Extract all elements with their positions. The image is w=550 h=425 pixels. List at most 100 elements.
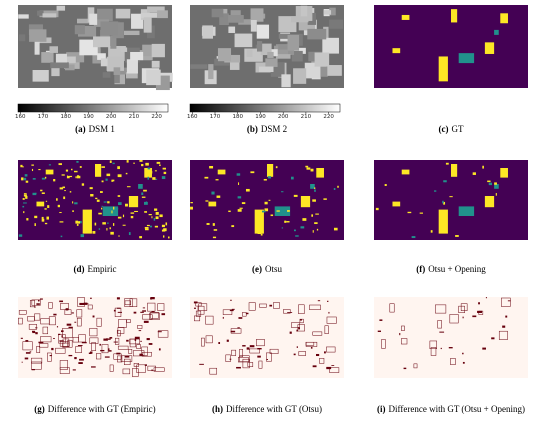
speck: [312, 365, 317, 368]
speck: [314, 187, 316, 189]
blob: [45, 169, 54, 175]
speck: [85, 217, 88, 219]
speck: [24, 174, 28, 177]
building: [287, 34, 300, 51]
outline: [137, 325, 143, 329]
speck: [266, 359, 268, 360]
building: [230, 10, 241, 20]
speck: [300, 319, 302, 321]
caption: (e) Otsu: [252, 264, 283, 274]
speck: [314, 189, 316, 192]
speck: [502, 325, 506, 328]
building: [256, 24, 270, 39]
building: [329, 7, 336, 16]
speck: [264, 208, 269, 212]
building: [250, 20, 257, 32]
speck: [440, 347, 442, 350]
speck: [264, 201, 268, 205]
speck: [403, 367, 407, 370]
outline: [242, 358, 250, 369]
speck: [41, 177, 46, 180]
building: [329, 19, 344, 29]
outline: [435, 304, 447, 314]
speck: [237, 209, 242, 212]
outline: [124, 298, 133, 307]
outline: [96, 353, 102, 360]
outline: [89, 337, 99, 344]
outline: [31, 357, 43, 364]
speck: [134, 336, 140, 340]
speck: [23, 211, 25, 214]
building: [50, 62, 69, 69]
outline: [239, 348, 243, 358]
outline: [76, 309, 83, 318]
outline: [231, 349, 237, 356]
speck: [32, 178, 36, 180]
speck: [80, 234, 85, 238]
speck: [73, 170, 78, 173]
panel-label: (a): [75, 124, 86, 134]
speck: [148, 343, 153, 345]
building: [322, 37, 339, 54]
speck: [268, 199, 271, 201]
outline: [124, 358, 131, 365]
building: [100, 58, 108, 67]
speck: [41, 218, 45, 222]
speck: [151, 216, 153, 219]
building: [100, 21, 119, 36]
building: [221, 8, 228, 15]
speck: [62, 186, 66, 189]
speck: [59, 187, 64, 190]
speck: [101, 207, 103, 210]
speck: [495, 193, 497, 196]
speck: [44, 208, 47, 210]
outline: [96, 317, 102, 327]
image-bg: [190, 297, 344, 378]
speck: [482, 347, 486, 350]
outline: [122, 368, 131, 375]
outline: [28, 324, 38, 330]
outline: [256, 339, 265, 347]
speck: [124, 355, 130, 358]
speck: [204, 176, 209, 179]
speck: [72, 210, 74, 212]
speck: [144, 226, 149, 229]
building: [234, 33, 253, 48]
outline: [142, 314, 153, 320]
speck: [306, 167, 311, 170]
speck: [58, 163, 62, 166]
caption-text: GT: [452, 124, 464, 134]
outline: [324, 325, 329, 334]
building: [281, 74, 291, 88]
blob: [300, 196, 311, 208]
blob: [128, 196, 139, 208]
speck: [104, 356, 110, 358]
building: [77, 25, 97, 37]
building: [114, 68, 120, 84]
outline: [42, 326, 49, 335]
outline: [128, 349, 133, 354]
speck: [22, 205, 25, 208]
speck: [56, 198, 58, 201]
blob: [254, 209, 264, 234]
speck: [237, 327, 240, 329]
speck: [472, 172, 476, 175]
building: [55, 53, 67, 63]
speck: [333, 187, 336, 190]
building: [77, 18, 95, 24]
blob: [500, 168, 508, 178]
speck: [291, 176, 294, 180]
blob: [316, 168, 324, 178]
speck: [379, 319, 383, 321]
speck: [65, 308, 69, 311]
speck: [216, 195, 221, 198]
outline: [76, 317, 82, 327]
speck: [41, 192, 45, 194]
outline: [157, 330, 169, 338]
building: [228, 15, 244, 23]
building: [115, 8, 131, 19]
speck: [295, 235, 299, 237]
speck: [110, 231, 114, 235]
building: [238, 19, 253, 25]
speck: [108, 350, 112, 352]
